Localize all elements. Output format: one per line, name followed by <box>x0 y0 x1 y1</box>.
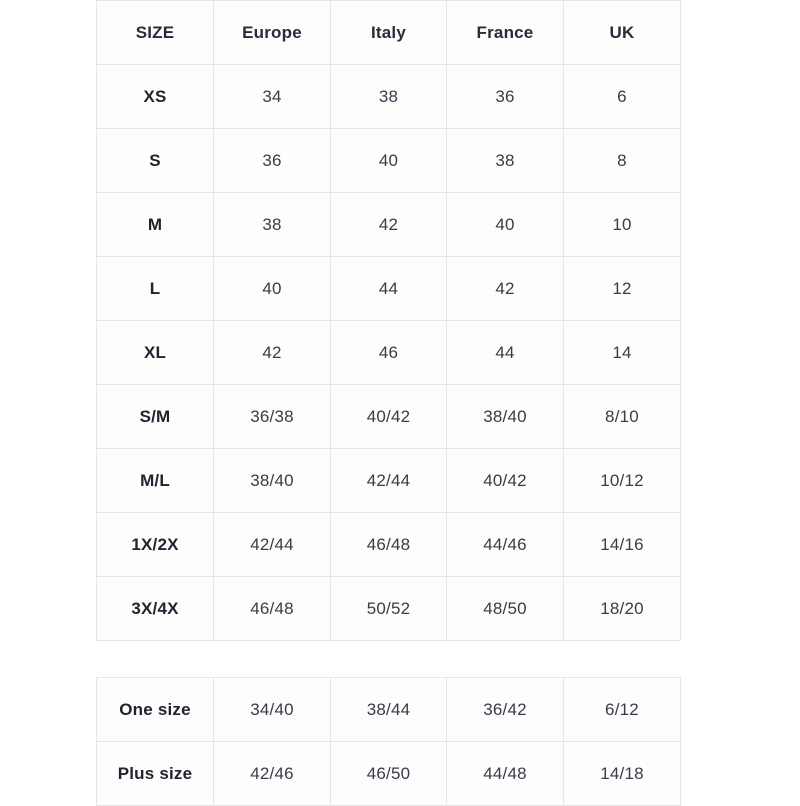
cell-italy: 40/42 <box>330 384 447 449</box>
table-row: 1X/2X 42/44 46/48 44/46 14/16 <box>96 512 681 577</box>
cell-italy: 44 <box>330 256 447 321</box>
table-row: S 36 40 38 8 <box>96 128 681 193</box>
cell-italy: 38/44 <box>330 677 447 742</box>
cell-france: 42 <box>446 256 564 321</box>
cell-uk: 18/20 <box>563 576 681 641</box>
table-row: One size 34/40 38/44 36/42 6/12 <box>96 677 681 742</box>
cell-size: L <box>96 256 214 321</box>
size-conversion-table: SIZE Europe Italy France UK XS 34 38 36 … <box>96 0 681 641</box>
cell-uk: 10/12 <box>563 448 681 513</box>
cell-size: 1X/2X <box>96 512 214 577</box>
cell-europe: 38/40 <box>213 448 331 513</box>
column-header-france: France <box>446 0 564 65</box>
cell-uk: 8/10 <box>563 384 681 449</box>
secondary-table-body: One size 34/40 38/44 36/42 6/12 Plus siz… <box>96 677 681 806</box>
table-header-row: SIZE Europe Italy France UK <box>96 0 681 65</box>
cell-uk: 8 <box>563 128 681 193</box>
cell-italy: 42 <box>330 192 447 257</box>
cell-france: 38/40 <box>446 384 564 449</box>
table-row: M/L 38/40 42/44 40/42 10/12 <box>96 448 681 513</box>
cell-france: 38 <box>446 128 564 193</box>
table-row: XS 34 38 36 6 <box>96 64 681 129</box>
cell-size: 3X/4X <box>96 576 214 641</box>
cell-italy: 50/52 <box>330 576 447 641</box>
size-chart-container: SIZE Europe Italy France UK XS 34 38 36 … <box>96 0 681 806</box>
cell-size: XL <box>96 320 214 385</box>
cell-size: S <box>96 128 214 193</box>
table-row: XL 42 46 44 14 <box>96 320 681 385</box>
table-row: 3X/4X 46/48 50/52 48/50 18/20 <box>96 576 681 641</box>
cell-italy: 46 <box>330 320 447 385</box>
cell-france: 44 <box>446 320 564 385</box>
cell-europe: 34 <box>213 64 331 129</box>
cell-europe: 42/44 <box>213 512 331 577</box>
cell-europe: 38 <box>213 192 331 257</box>
cell-europe: 42 <box>213 320 331 385</box>
cell-europe: 40 <box>213 256 331 321</box>
cell-italy: 46/50 <box>330 741 447 806</box>
cell-europe: 42/46 <box>213 741 331 806</box>
cell-uk: 14 <box>563 320 681 385</box>
cell-italy: 38 <box>330 64 447 129</box>
cell-italy: 46/48 <box>330 512 447 577</box>
cell-europe: 34/40 <box>213 677 331 742</box>
table-row: L 40 44 42 12 <box>96 256 681 321</box>
cell-uk: 6 <box>563 64 681 129</box>
cell-europe: 36/38 <box>213 384 331 449</box>
cell-france: 36/42 <box>446 677 564 742</box>
column-header-size: SIZE <box>96 0 214 65</box>
cell-uk: 14/16 <box>563 512 681 577</box>
table-row: Plus size 42/46 46/50 44/48 14/18 <box>96 741 681 806</box>
cell-france: 40 <box>446 192 564 257</box>
one-size-plus-size-table: One size 34/40 38/44 36/42 6/12 Plus siz… <box>96 677 681 806</box>
cell-size: S/M <box>96 384 214 449</box>
cell-france: 44/46 <box>446 512 564 577</box>
cell-size: Plus size <box>96 741 214 806</box>
table-row: S/M 36/38 40/42 38/40 8/10 <box>96 384 681 449</box>
column-header-uk: UK <box>563 0 681 65</box>
cell-size: M <box>96 192 214 257</box>
cell-france: 48/50 <box>446 576 564 641</box>
cell-uk: 14/18 <box>563 741 681 806</box>
cell-size: One size <box>96 677 214 742</box>
cell-france: 44/48 <box>446 741 564 806</box>
column-header-europe: Europe <box>213 0 331 65</box>
cell-europe: 46/48 <box>213 576 331 641</box>
cell-italy: 42/44 <box>330 448 447 513</box>
cell-uk: 6/12 <box>563 677 681 742</box>
cell-italy: 40 <box>330 128 447 193</box>
cell-uk: 12 <box>563 256 681 321</box>
cell-france: 36 <box>446 64 564 129</box>
cell-uk: 10 <box>563 192 681 257</box>
cell-europe: 36 <box>213 128 331 193</box>
table-header: SIZE Europe Italy France UK <box>96 0 681 65</box>
column-header-italy: Italy <box>330 0 447 65</box>
cell-france: 40/42 <box>446 448 564 513</box>
table-body: XS 34 38 36 6 S 36 40 38 8 M 38 42 40 10 <box>96 64 681 641</box>
table-row: M 38 42 40 10 <box>96 192 681 257</box>
table-spacer <box>96 641 680 677</box>
cell-size: M/L <box>96 448 214 513</box>
cell-size: XS <box>96 64 214 129</box>
